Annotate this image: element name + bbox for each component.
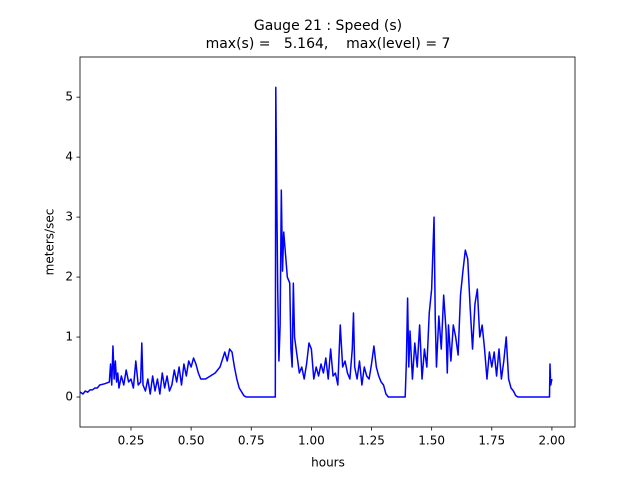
x-tick-label: 0.25 bbox=[118, 434, 145, 448]
x-tick-label: 1.50 bbox=[418, 434, 445, 448]
x-tick-label: 1.00 bbox=[298, 434, 325, 448]
y-tick-label: 3 bbox=[65, 210, 73, 224]
y-tick-label: 1 bbox=[65, 330, 73, 344]
x-axis-label: hours bbox=[311, 456, 345, 470]
y-tick-label: 0 bbox=[65, 390, 73, 404]
data-line bbox=[80, 86, 553, 398]
x-tick-label: 1.25 bbox=[358, 434, 385, 448]
y-tick-label: 2 bbox=[65, 270, 73, 284]
y-axis-label: meters/sec bbox=[43, 209, 57, 276]
plot-frame bbox=[79, 56, 576, 428]
chart-title: Gauge 21 : Speed (s) bbox=[254, 18, 402, 34]
x-tick-label: 0.75 bbox=[238, 434, 265, 448]
x-tick-label: 1.75 bbox=[478, 434, 505, 448]
y-tick-label: 5 bbox=[65, 90, 73, 104]
chart-subtitle: max(s) = 5.164, max(level) = 7 bbox=[206, 36, 451, 52]
y-tick-label: 4 bbox=[65, 150, 73, 164]
x-tick-label: 2.00 bbox=[539, 434, 566, 448]
x-tick-label: 0.50 bbox=[178, 434, 205, 448]
